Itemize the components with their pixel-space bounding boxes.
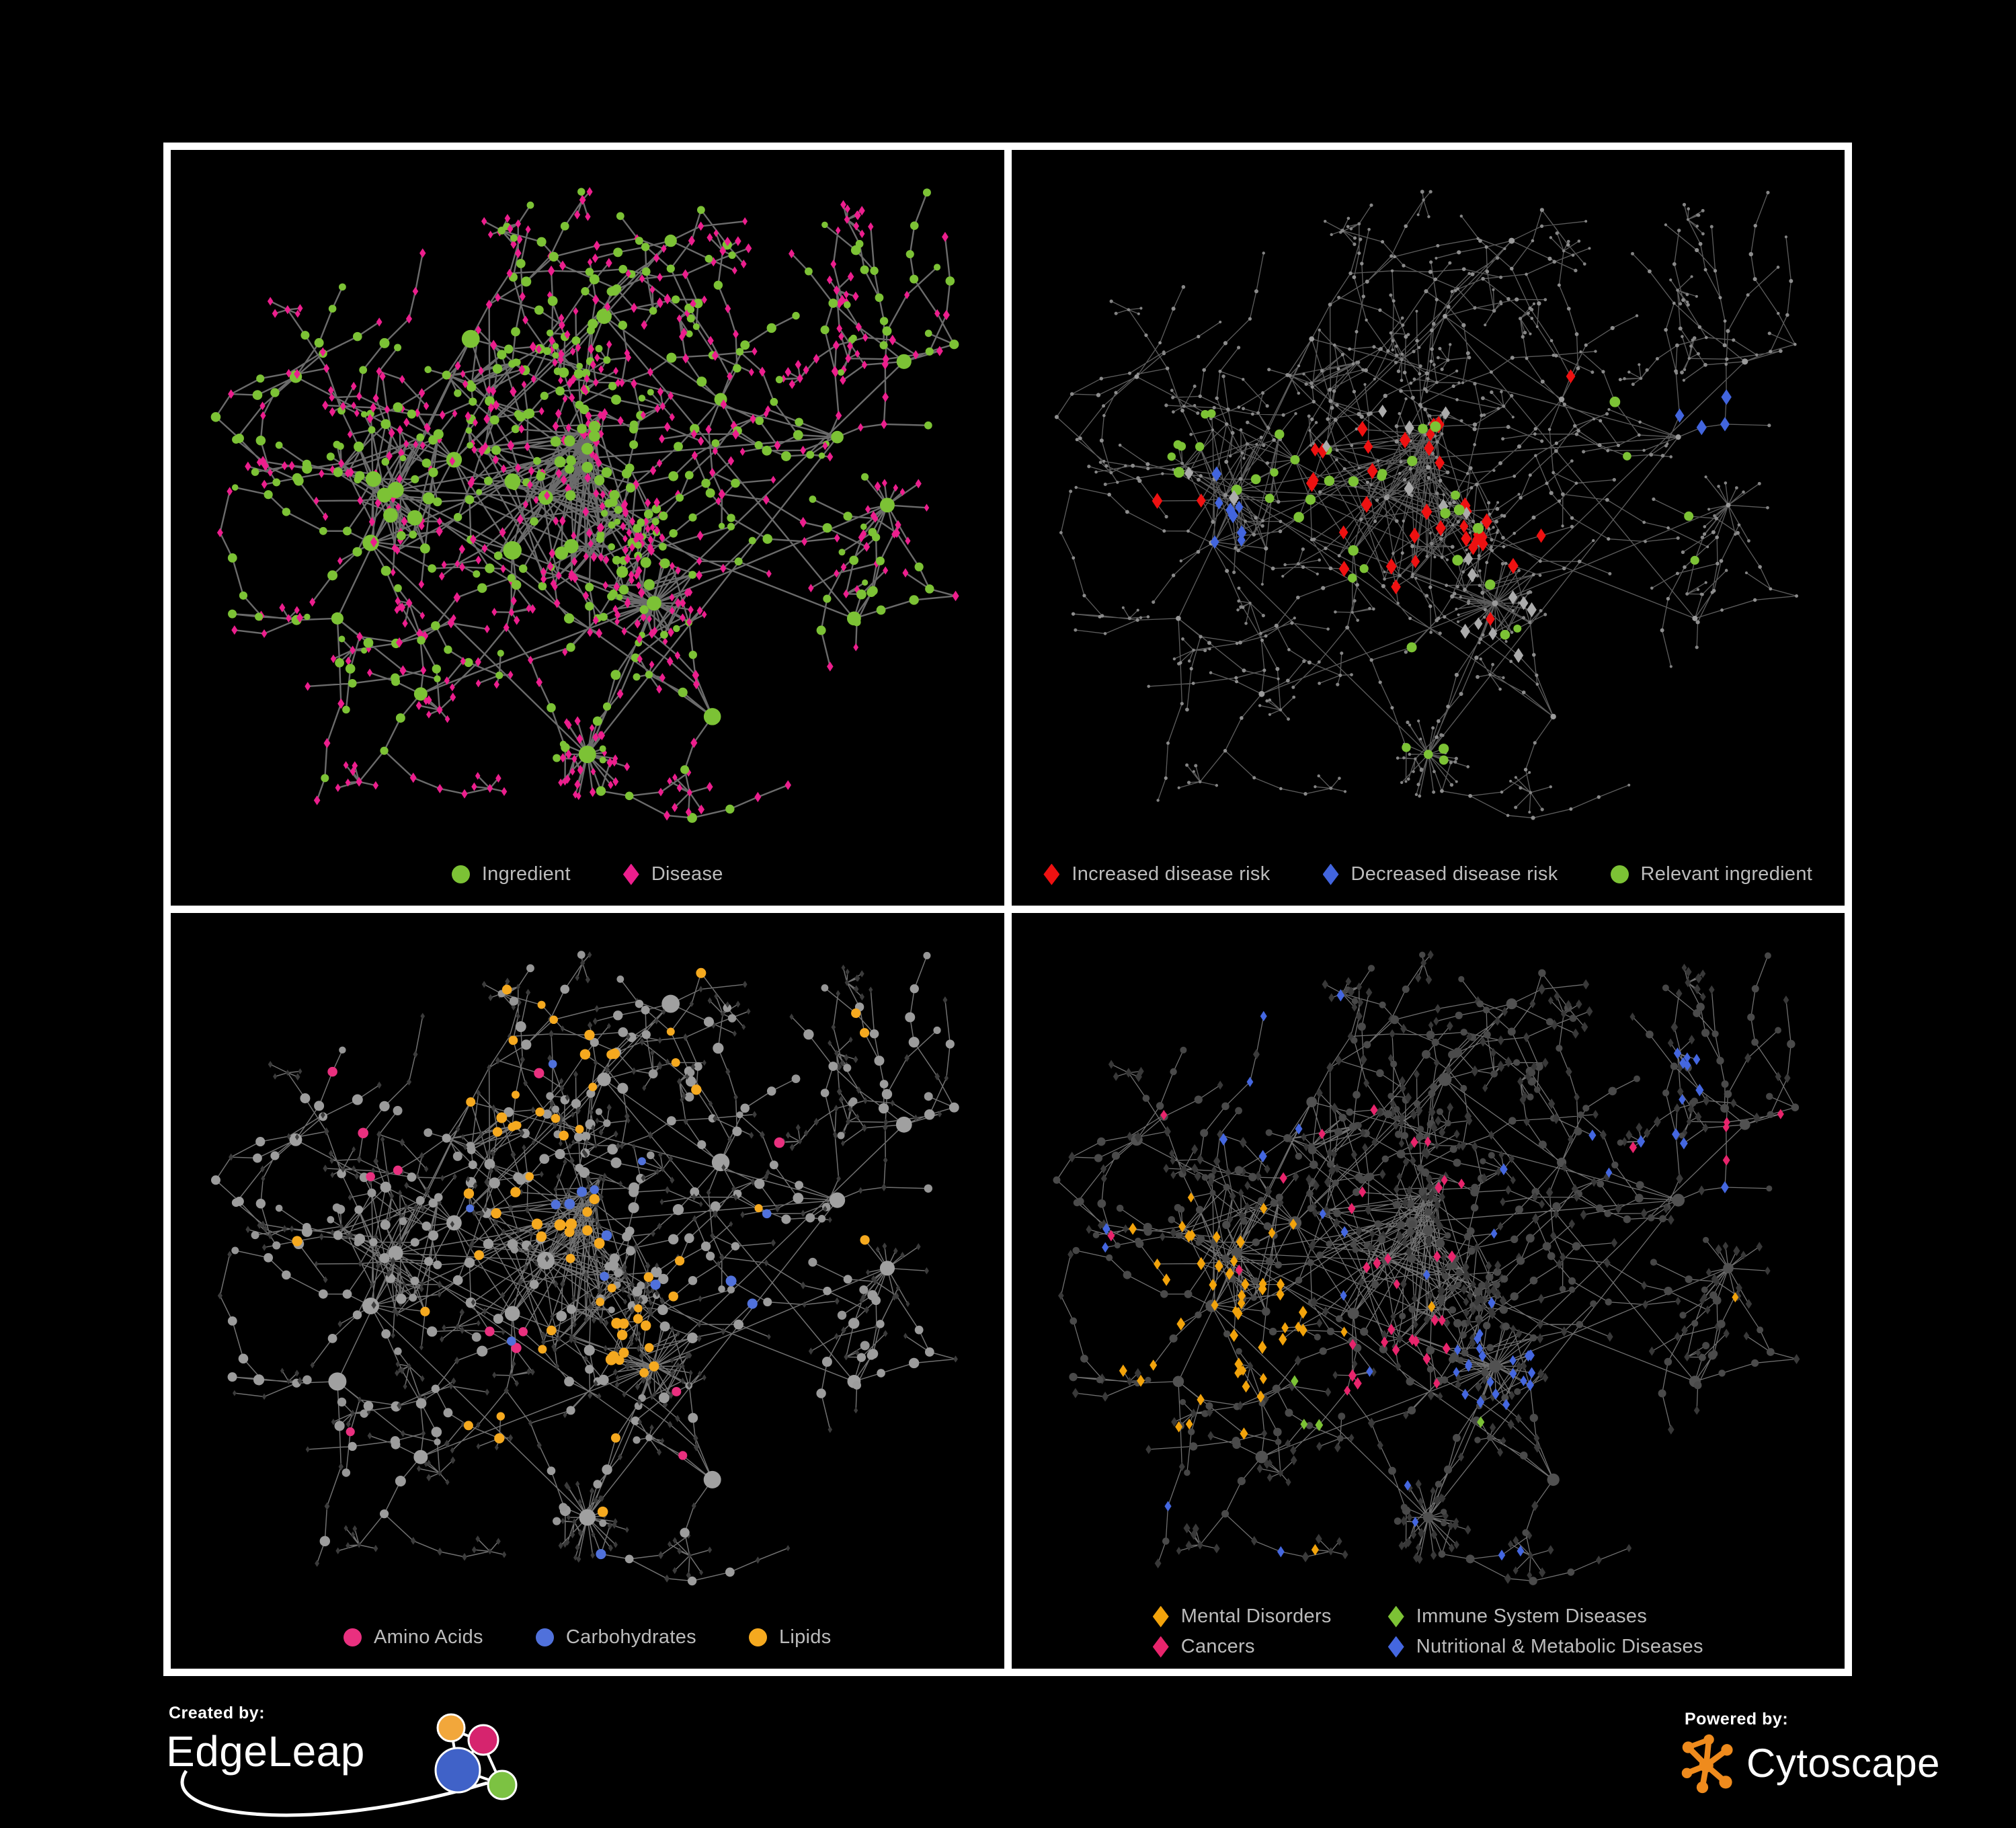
legend-label: Disease (651, 863, 723, 885)
circle-marker-icon (748, 1628, 767, 1646)
edgeleap-swoosh-icon (180, 1770, 488, 1817)
legend-label: Nutritional & Metabolic Diseases (1416, 1636, 1703, 1657)
circle-marker-icon (343, 1628, 362, 1646)
legend-item-amino-acids: Amino Acids (343, 1626, 483, 1648)
legend-disease-classes: Mental Disorders Immune System Diseases Ca… (1012, 1605, 1845, 1658)
edgeleap-orange-node-icon (436, 1713, 466, 1743)
disease-class-network (1052, 950, 1800, 1585)
legend-item-immune-system-diseases: Immune System Diseases (1387, 1605, 1703, 1628)
legend-label: Relevant ingredient (1640, 863, 1813, 885)
circle-marker-icon (1610, 865, 1629, 883)
legend-item-cancers: Cancers (1152, 1636, 1332, 1658)
diamond-marker-icon (1322, 863, 1339, 885)
nutrient-class-network (210, 951, 959, 1586)
legend-item-ingredient: Ingredient (451, 863, 571, 885)
diamond-marker-icon (622, 863, 639, 885)
panel-nutrient-classes: Amino Acids Carbohydrates Lipids (171, 913, 1004, 1669)
legend-label: Carbohydrates (565, 1626, 696, 1648)
cytoscape-branding: Powered by: Cytoscape (1678, 1710, 1974, 1795)
cytoscape-wordmark: Cytoscape (1746, 1740, 1940, 1786)
legend-ingredient-disease: Ingredient Disease (171, 863, 1004, 885)
legend-item-mental-disorders: Mental Disorders (1152, 1605, 1332, 1628)
legend-label: Cancers (1180, 1636, 1255, 1657)
legend-nutrient-classes: Amino Acids Carbohydrates Lipids (171, 1626, 1004, 1648)
edgeleap-wordmark: EdgeLeap (166, 1727, 365, 1776)
legend-label: Mental Disorders (1180, 1605, 1332, 1627)
panel-disease-risk: Increased disease risk Decreased disease … (1011, 150, 1845, 906)
diamond-marker-icon (1043, 863, 1060, 885)
disease-risk-network (1054, 190, 1798, 820)
legend-label: Immune System Diseases (1416, 1605, 1648, 1627)
legend-item-carbohydrates: Carbohydrates (535, 1626, 696, 1648)
circle-marker-icon (535, 1628, 554, 1646)
legend-item-disease: Disease (622, 863, 723, 885)
legend-item-increased-disease-risk: Increased disease risk (1043, 863, 1270, 885)
powered-by-label: Powered by: (1685, 1710, 1789, 1728)
legend-label: Ingredient (481, 863, 571, 885)
diamond-marker-icon (1152, 1605, 1169, 1628)
edgeleap-logo (180, 1713, 518, 1817)
legend-label: Amino Acids (373, 1626, 483, 1648)
legend-item-nutritional-metabolic-diseases: Nutritional & Metabolic Diseases (1387, 1636, 1703, 1658)
edgeleap-blue-node-icon (434, 1747, 481, 1794)
diamond-marker-icon (1387, 1605, 1404, 1628)
diamond-marker-icon (1387, 1636, 1404, 1658)
legend-label: Lipids (778, 1626, 832, 1648)
circle-marker-icon (451, 865, 470, 883)
edgeleap-branding: Created by: EdgeLeap (166, 1704, 556, 1828)
legend-item-decreased-disease-risk: Decreased disease risk (1322, 863, 1558, 885)
edgeleap-green-node-icon (487, 1770, 518, 1800)
cytoscape-logo-icon (1681, 1734, 1733, 1794)
legend-item-lipids: Lipids (748, 1626, 832, 1648)
ingredient-disease-network (210, 187, 959, 823)
panel-ingredient-disease: Ingredient Disease (171, 150, 1004, 906)
legend-label: Increased disease risk (1072, 863, 1271, 885)
figure-grid: Ingredient Disease Increased disease risk… (163, 143, 1852, 1676)
legend-item-relevant-ingredient: Relevant ingredient (1610, 863, 1813, 885)
diamond-marker-icon (1152, 1636, 1169, 1658)
panel-disease-classes: Mental Disorders Immune System Diseases Ca… (1011, 913, 1845, 1669)
legend-disease-risk: Increased disease risk Decreased disease … (1012, 863, 1845, 885)
created-by-label: Created by: (169, 1704, 266, 1722)
edgeleap-pink-node-icon (467, 1724, 499, 1756)
legend-label: Decreased disease risk (1350, 863, 1558, 885)
